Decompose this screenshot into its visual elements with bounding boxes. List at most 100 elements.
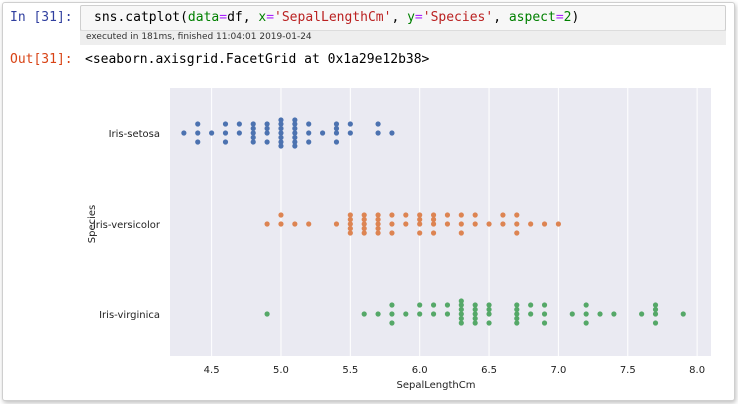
data-point — [430, 311, 437, 317]
data-point — [264, 311, 270, 317]
code-eq: = — [219, 10, 228, 25]
data-point — [375, 311, 381, 317]
x-tick-label: 4.5 — [204, 365, 220, 376]
data-point — [444, 212, 451, 218]
data-point — [528, 311, 534, 317]
data-point — [278, 130, 284, 136]
code-close: ) — [571, 10, 580, 25]
data-point — [403, 212, 409, 218]
output-prompt: Out[31]: — [10, 52, 73, 67]
data-point — [375, 212, 381, 218]
data-point — [597, 311, 603, 317]
y-category-label: Iris-setosa — [109, 129, 160, 140]
input-prompt: In [31]: — [10, 10, 73, 25]
data-point — [458, 221, 464, 227]
data-point — [430, 230, 437, 236]
data-point — [375, 230, 381, 236]
data-point — [347, 121, 353, 127]
data-point — [458, 320, 464, 326]
data-point — [306, 139, 312, 145]
data-point — [500, 221, 506, 227]
data-point — [403, 311, 409, 317]
execution-info: executed in 181ms, finished 11:04:01 201… — [86, 32, 312, 42]
data-point — [444, 221, 451, 227]
data-point — [652, 320, 659, 326]
code-eq: = — [266, 10, 275, 25]
data-point — [458, 311, 464, 317]
data-point — [472, 315, 478, 322]
data-point — [278, 125, 284, 132]
x-tick-label: 6.5 — [481, 365, 497, 376]
data-point — [250, 121, 256, 127]
x-axis-label: SepalLengthCm — [397, 380, 476, 391]
x-tick-label: 5.5 — [342, 365, 358, 376]
data-point — [652, 306, 659, 313]
data-point — [472, 221, 478, 227]
data-point — [444, 302, 451, 308]
data-points — [181, 117, 686, 326]
data-point — [333, 121, 340, 127]
data-point — [195, 130, 201, 136]
data-point — [347, 212, 353, 218]
execution-info-bar: executed in 181ms, finished 11:04:01 201… — [80, 30, 726, 45]
data-point — [278, 121, 284, 127]
code-kw-aspect: aspect — [508, 10, 556, 25]
data-point — [278, 139, 284, 145]
data-point — [319, 130, 326, 136]
data-point — [361, 216, 367, 223]
output-text: <seaborn.axisgrid.FacetGrid at 0x1a29e12… — [85, 52, 430, 67]
data-point — [306, 130, 312, 136]
data-point — [652, 302, 659, 308]
data-point — [417, 212, 423, 218]
data-point — [417, 311, 423, 317]
data-point — [486, 221, 492, 227]
data-point — [472, 320, 478, 326]
data-point — [583, 302, 589, 308]
code-eq: = — [555, 10, 564, 25]
data-point — [375, 216, 381, 223]
data-point — [514, 320, 520, 326]
data-point — [541, 320, 548, 326]
data-point — [458, 212, 464, 218]
data-point — [209, 130, 215, 136]
data-point — [222, 121, 229, 127]
data-point — [389, 311, 395, 317]
code-kw-data: data — [187, 10, 220, 25]
x-tick-label: 7.0 — [550, 365, 566, 376]
code-var: df, — [227, 10, 259, 25]
data-point — [278, 221, 284, 227]
code-editor[interactable]: sns.catplot(data=df, x='SepalLengthCm', … — [80, 5, 726, 31]
data-point — [472, 311, 478, 317]
data-point — [250, 139, 256, 145]
data-point — [236, 121, 242, 127]
data-point — [430, 212, 437, 218]
data-point — [292, 139, 298, 145]
data-point — [417, 230, 423, 236]
data-point — [375, 221, 381, 227]
data-point — [500, 212, 506, 218]
code-str-y: 'Species' — [422, 10, 494, 25]
data-point — [458, 315, 464, 322]
code-line[interactable]: sns.catplot(data=df, x='SepalLengthCm', … — [94, 10, 579, 25]
data-point — [430, 302, 437, 308]
data-point — [417, 221, 423, 227]
data-point — [458, 306, 464, 313]
x-tick-label: 5.0 — [273, 365, 289, 376]
data-point — [389, 221, 395, 227]
plot-area — [170, 88, 711, 356]
data-point — [361, 230, 367, 236]
data-point — [514, 230, 520, 236]
data-point — [306, 221, 312, 227]
data-point — [375, 130, 381, 136]
data-point — [514, 302, 520, 308]
data-point — [292, 134, 298, 141]
data-point — [528, 221, 534, 227]
data-point — [611, 311, 617, 317]
data-point — [278, 117, 284, 123]
data-point — [652, 311, 659, 317]
data-point — [458, 302, 464, 308]
data-point — [403, 221, 409, 227]
data-point — [528, 302, 534, 308]
data-point — [472, 212, 478, 218]
data-point — [514, 212, 520, 218]
